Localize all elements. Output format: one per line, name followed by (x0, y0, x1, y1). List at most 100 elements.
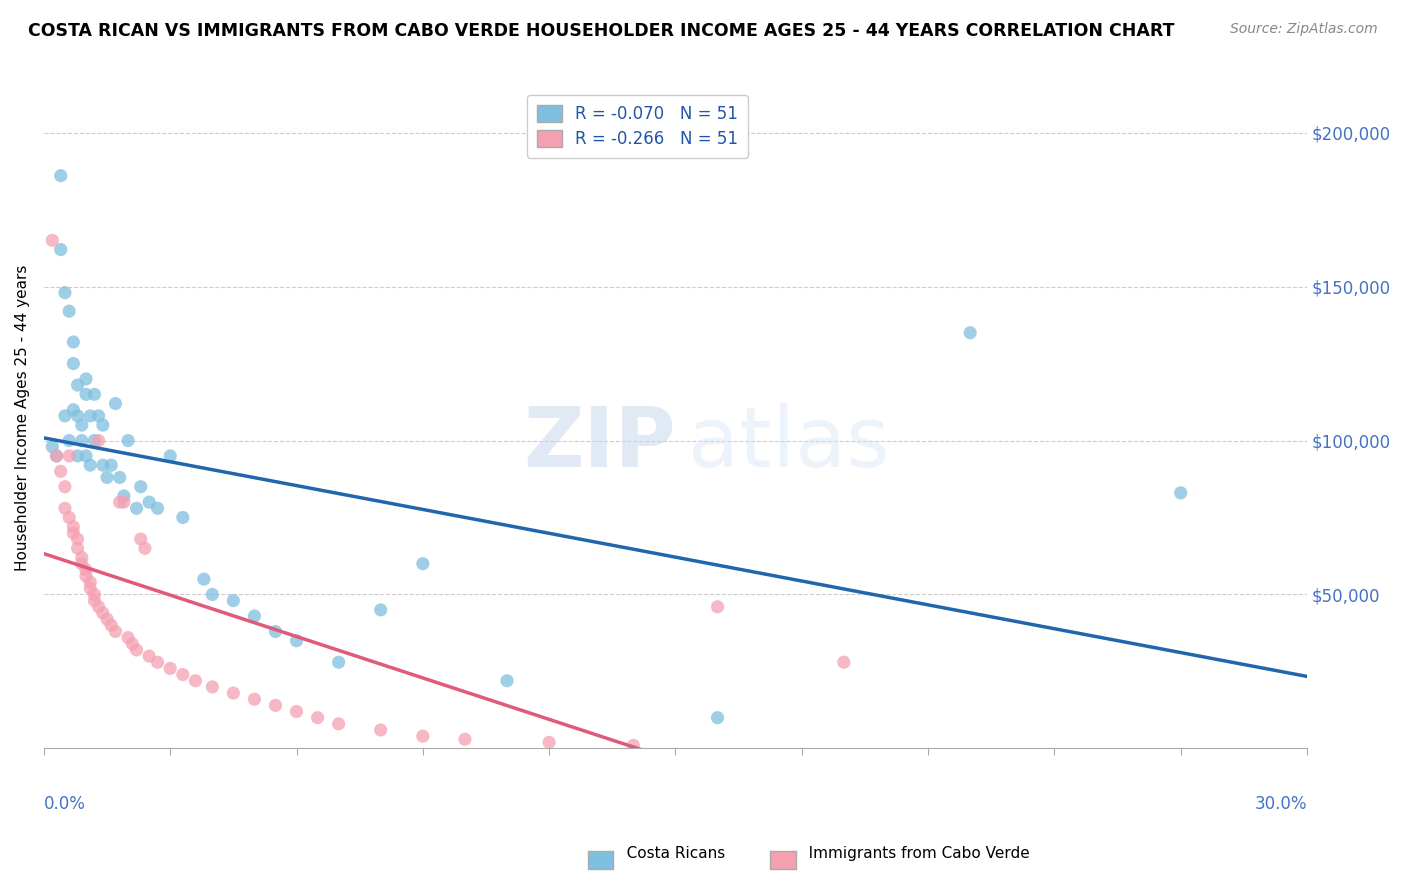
Point (96, 470, 118, 484)
Point (264, 698, 287, 713)
Text: Immigrants from Cabo Verde: Immigrants from Cabo Verde (794, 847, 1031, 861)
Legend: R = -0.070   N = 51, R = -0.266   N = 51: R = -0.070 N = 51, R = -0.266 N = 51 (527, 95, 748, 158)
Point (117, 434, 139, 448)
Text: 0.0%: 0.0% (44, 795, 86, 813)
Point (49, 243, 72, 257)
Point (222, 593, 245, 607)
Point (412, 557, 434, 571)
Point (79, 458, 101, 472)
Point (184, 673, 207, 688)
Point (75, 372, 97, 386)
Point (138, 649, 160, 664)
Point (75, 387, 97, 401)
Point (83, 434, 105, 448)
Point (100, 618, 122, 632)
Point (49, 464, 72, 478)
Point (285, 705, 308, 719)
Point (1170, 486, 1192, 500)
Point (146, 501, 169, 516)
Point (70, 418, 93, 433)
Point (108, 470, 131, 484)
Point (117, 631, 139, 645)
Y-axis label: Householder Income Ages 25 - 44 years: Householder Income Ages 25 - 44 years (15, 264, 30, 571)
Text: ZIP: ZIP (523, 403, 675, 484)
Point (41, 233, 63, 247)
Point (222, 686, 245, 700)
Point (112, 489, 135, 503)
Point (91, 458, 114, 472)
Point (70, 557, 93, 571)
Point (66, 409, 89, 423)
Point (58, 510, 80, 524)
Point (53, 285, 76, 300)
Point (83, 587, 105, 601)
Point (264, 624, 287, 639)
Point (79, 409, 101, 423)
Point (58, 304, 80, 318)
Point (370, 603, 392, 617)
Point (66, 532, 89, 546)
Point (87, 434, 110, 448)
Point (538, 735, 561, 749)
Point (41, 440, 63, 454)
Text: atlas: atlas (688, 403, 890, 484)
Point (172, 510, 194, 524)
Point (832, 655, 855, 669)
Point (129, 480, 152, 494)
Point (45, 449, 67, 463)
Point (75, 563, 97, 577)
Point (91, 418, 114, 433)
Point (454, 732, 477, 747)
Point (91, 606, 114, 620)
Point (412, 729, 434, 743)
Point (134, 541, 156, 556)
Point (959, 326, 981, 340)
Point (75, 449, 97, 463)
Point (146, 655, 169, 669)
Point (243, 609, 266, 624)
Point (138, 495, 160, 509)
Point (104, 396, 127, 410)
Point (66, 449, 89, 463)
Point (243, 692, 266, 706)
Point (70, 550, 93, 565)
Point (79, 575, 101, 590)
Point (62, 402, 84, 417)
Point (621, 739, 644, 753)
Point (328, 655, 350, 669)
Point (53, 501, 76, 516)
Point (285, 633, 308, 648)
Point (104, 624, 127, 639)
Point (125, 643, 148, 657)
Point (112, 495, 135, 509)
Point (121, 637, 143, 651)
Point (193, 572, 215, 586)
Point (108, 495, 131, 509)
Point (87, 409, 110, 423)
Point (70, 434, 93, 448)
Point (53, 409, 76, 423)
Point (83, 593, 105, 607)
Point (79, 582, 101, 596)
Point (58, 449, 80, 463)
Point (496, 673, 519, 688)
Point (201, 680, 224, 694)
Point (62, 525, 84, 540)
Point (172, 667, 194, 681)
Point (201, 587, 224, 601)
Point (96, 612, 118, 626)
Point (62, 520, 84, 534)
Text: 30.0%: 30.0% (1254, 795, 1308, 813)
Point (45, 449, 67, 463)
Point (58, 434, 80, 448)
Point (129, 532, 152, 546)
Point (159, 449, 181, 463)
Point (125, 501, 148, 516)
Text: Costa Ricans: Costa Ricans (612, 847, 725, 861)
Point (53, 480, 76, 494)
Point (159, 661, 181, 675)
Text: Source: ZipAtlas.com: Source: ZipAtlas.com (1230, 22, 1378, 37)
Text: COSTA RICAN VS IMMIGRANTS FROM CABO VERDE HOUSEHOLDER INCOME AGES 25 - 44 YEARS : COSTA RICAN VS IMMIGRANTS FROM CABO VERD… (28, 22, 1174, 40)
Point (75, 569, 97, 583)
Point (370, 723, 392, 737)
